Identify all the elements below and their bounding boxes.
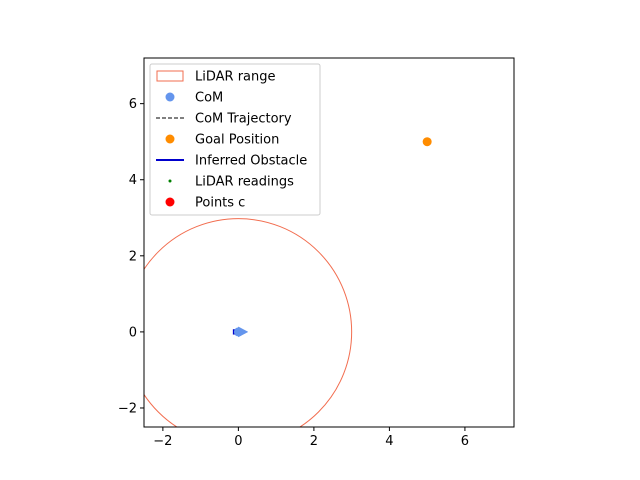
legend-lidar-range-swatch	[156, 70, 184, 82]
legend-label: CoM Trajectory	[195, 112, 292, 127]
legend-dot-swatch	[165, 134, 175, 144]
legend-label: LiDAR range	[195, 70, 276, 85]
axes-frame	[143, 57, 515, 428]
legend-small-dot-swatch	[168, 179, 172, 183]
x-tick-label: 4	[385, 434, 393, 449]
legend-dot-swatch	[165, 92, 175, 102]
goal-marker	[422, 137, 432, 147]
tick-layer: −2 0 2 4 6 −2 0 2 4 6	[118, 97, 469, 449]
y-tick-label: 0	[129, 325, 137, 340]
x-tick-label: −2	[153, 434, 172, 449]
plot-layer	[144, 137, 432, 427]
com-marker	[233, 327, 243, 337]
x-tick-label: 6	[461, 434, 469, 449]
legend-label: CoM	[195, 91, 223, 106]
x-tick-label: 2	[310, 434, 318, 449]
legend: LiDAR range CoM CoM Trajectory Goal Positio…	[149, 63, 321, 216]
legend-label: LiDAR readings	[195, 175, 294, 190]
y-tick-label: −2	[118, 401, 137, 416]
legend-box	[149, 63, 321, 216]
y-tick-label: 6	[129, 97, 137, 112]
y-tick-label: 4	[129, 173, 137, 188]
x-tick-label: 0	[234, 434, 242, 449]
legend-label: Inferred Obstacle	[195, 154, 307, 169]
legend-label: Goal Position	[195, 133, 279, 148]
legend-label: Points c	[195, 196, 245, 211]
lidar-range-circle	[144, 218, 353, 427]
y-tick-label: 2	[129, 249, 137, 264]
legend-dot-swatch	[165, 197, 175, 207]
